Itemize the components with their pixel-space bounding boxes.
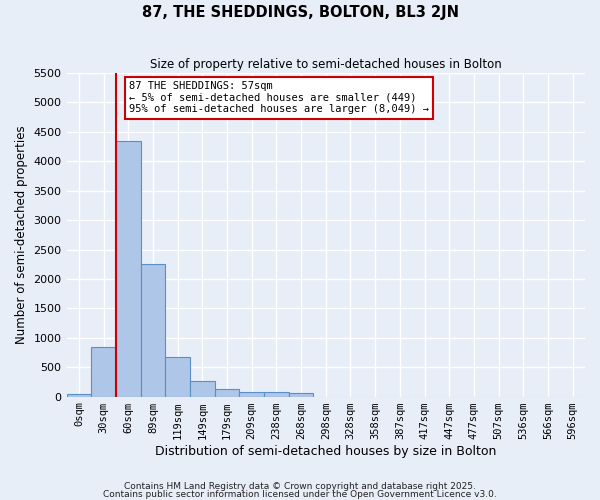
Text: Contains public sector information licensed under the Open Government Licence v3: Contains public sector information licen… <box>103 490 497 499</box>
Bar <box>215 389 239 396</box>
X-axis label: Distribution of semi-detached houses by size in Bolton: Distribution of semi-detached houses by … <box>155 444 496 458</box>
Text: Contains HM Land Registry data © Crown copyright and database right 2025.: Contains HM Land Registry data © Crown c… <box>124 482 476 491</box>
Y-axis label: Number of semi-detached properties: Number of semi-detached properties <box>15 126 28 344</box>
Bar <box>264 392 289 396</box>
Bar <box>165 356 190 397</box>
Bar <box>140 264 165 396</box>
Bar <box>190 382 215 396</box>
Bar <box>67 394 91 396</box>
Bar <box>239 392 264 396</box>
Title: Size of property relative to semi-detached houses in Bolton: Size of property relative to semi-detach… <box>150 58 502 70</box>
Bar <box>116 140 140 396</box>
Text: 87 THE SHEDDINGS: 57sqm
← 5% of semi-detached houses are smaller (449)
95% of se: 87 THE SHEDDINGS: 57sqm ← 5% of semi-det… <box>129 81 429 114</box>
Text: 87, THE SHEDDINGS, BOLTON, BL3 2JN: 87, THE SHEDDINGS, BOLTON, BL3 2JN <box>142 5 458 20</box>
Bar <box>91 346 116 397</box>
Bar <box>289 393 313 396</box>
